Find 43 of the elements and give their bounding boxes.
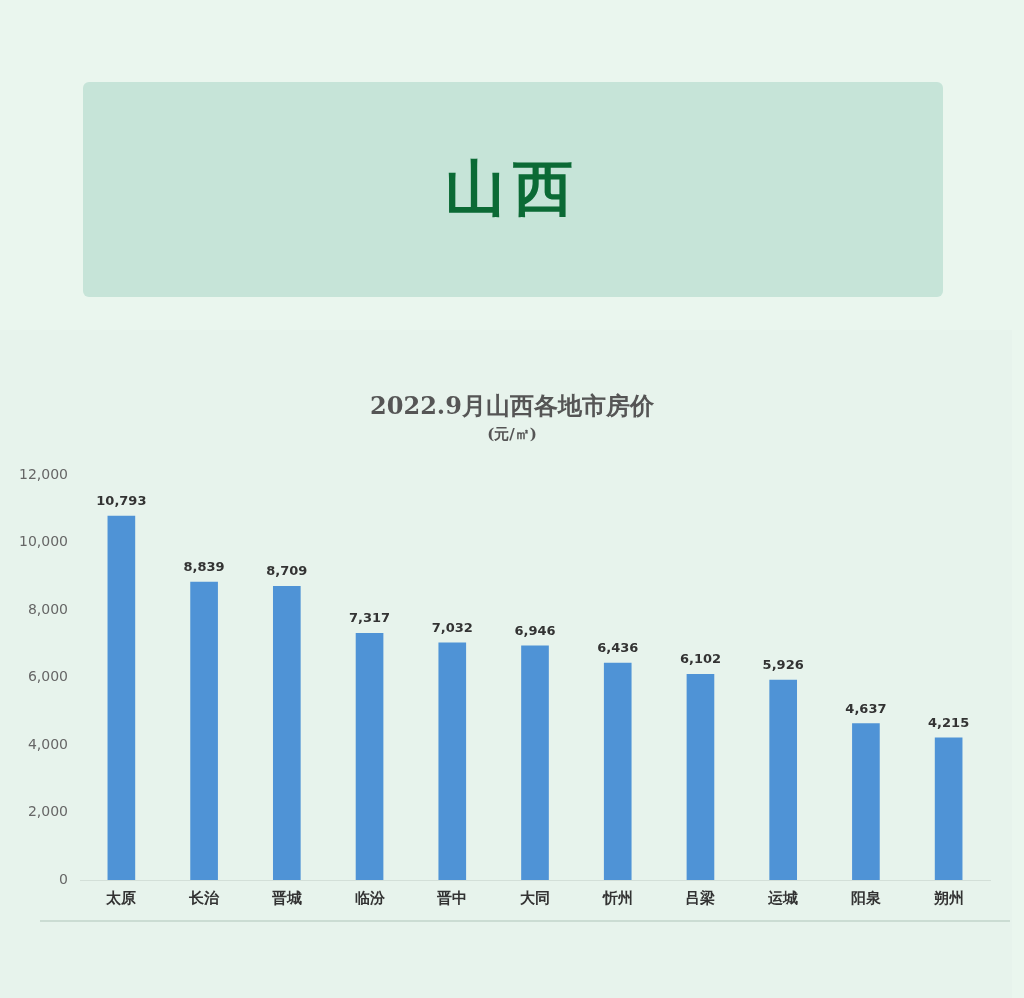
- x-tick-label: 大同: [520, 888, 550, 907]
- data-label: 8,839: [183, 558, 225, 574]
- data-label: 5,926: [762, 657, 804, 673]
- data-label: 6,436: [597, 639, 639, 655]
- data-label: 7,317: [348, 610, 391, 626]
- y-tick-label: 6,000: [27, 668, 68, 685]
- y-tick-label: 2,000: [27, 803, 68, 820]
- bar: [355, 632, 384, 880]
- x-tick-label: 朔州: [932, 888, 964, 907]
- data-label: 6,102: [679, 651, 722, 667]
- bar: [769, 679, 798, 880]
- y-tick-label: 12,000: [19, 466, 68, 483]
- x-tick-label: 太原: [105, 888, 137, 907]
- y-tick-label: 4,000: [27, 735, 68, 752]
- x-tick-label: 忻州: [601, 888, 633, 907]
- data-label: 6,946: [514, 622, 556, 638]
- bar: [521, 645, 549, 880]
- data-label: 10,793: [96, 492, 147, 508]
- chart-title: 2022.9月山西各地市房价: [369, 390, 655, 422]
- bar: [686, 673, 715, 880]
- data-label: 4,637: [845, 700, 887, 716]
- data-label: 4,215: [928, 714, 970, 730]
- x-tick-label: 临汾: [354, 888, 386, 907]
- x-tick-label: 吕梁: [685, 888, 716, 907]
- bar: [190, 581, 218, 880]
- x-tick-label: 运城: [767, 888, 799, 907]
- bar: [107, 515, 136, 880]
- data-label: 7,032: [431, 619, 473, 635]
- text: 山西: [445, 152, 581, 225]
- bar: [852, 723, 880, 880]
- x-tick-label: 晋中: [436, 888, 468, 907]
- y-tick-label: 0: [59, 870, 68, 887]
- bar: [603, 662, 632, 880]
- x-tick-label: 晋城: [270, 888, 302, 907]
- bar: [934, 737, 963, 880]
- y-tick-label: 10,000: [19, 533, 68, 550]
- bar: [272, 586, 301, 880]
- x-tick-label: 长治: [188, 888, 221, 907]
- data-label: 8,709: [266, 563, 308, 579]
- y-tick-label: 8,000: [27, 600, 68, 617]
- chart-subtitle: (元/㎡): [486, 425, 538, 444]
- bar: [438, 642, 467, 880]
- x-tick-label: 阳泉: [850, 888, 881, 907]
